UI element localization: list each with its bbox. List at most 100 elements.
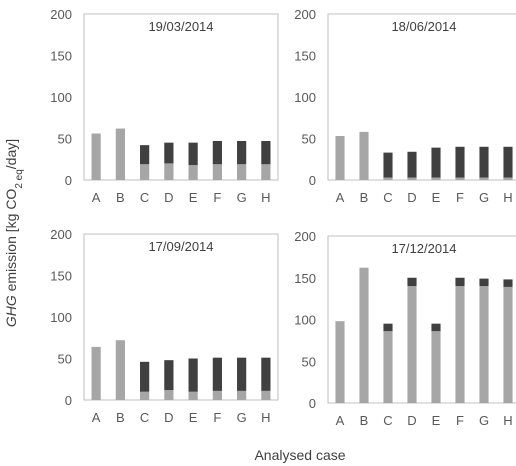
y-tick-label: 0 — [65, 173, 72, 188]
x-tick-label: C — [140, 410, 149, 425]
bar-segment-dark — [479, 146, 489, 178]
y-tick-label: 150 — [294, 271, 316, 286]
bar-segment-dark — [140, 361, 150, 392]
chart-panel: 0 50 100 150 200 18/06/2014 A B C D E F G H — [294, 7, 516, 205]
x-tick-label: A — [336, 413, 345, 428]
chart-panel: 0 50 100 150 200 19/03/2014 A B C D E F G H — [50, 7, 279, 205]
bar-segment-dark — [164, 142, 174, 164]
y-tick-label: 0 — [309, 173, 316, 188]
bar-segment-light — [164, 390, 174, 400]
y-axis-label: GHG emission [kg CO2 eq/day] — [3, 139, 25, 327]
x-tick-label: C — [140, 190, 149, 205]
bar-segment-light — [188, 165, 198, 180]
bar-segment-light — [383, 177, 393, 180]
x-tick-label: B — [360, 413, 369, 428]
bar-segment-light — [431, 177, 441, 180]
bar-segment-light — [164, 163, 174, 180]
x-tick-label: D — [407, 190, 416, 205]
bar-segment-dark — [237, 140, 247, 165]
x-tick-label: A — [92, 410, 101, 425]
bar-segment-light — [407, 177, 417, 180]
plot-frame — [327, 13, 516, 181]
y-tick-label: 100 — [50, 310, 72, 325]
x-tick-label: E — [432, 190, 441, 205]
plot-frame — [83, 13, 279, 181]
y-tick-label: 100 — [294, 90, 316, 105]
x-axis-label: Analysed case — [254, 447, 345, 463]
bar-segment-light — [115, 128, 125, 180]
y-axis-label-part: emission [kg CO — [3, 189, 19, 296]
bar-segment-light — [188, 391, 198, 400]
x-tick-label: F — [213, 410, 221, 425]
x-tick-label: A — [336, 190, 345, 205]
bar-segment-light — [91, 133, 101, 180]
panel-title: 19/03/2014 — [148, 19, 213, 34]
bar-segment-dark — [503, 279, 513, 287]
x-tick-label: A — [92, 190, 101, 205]
bar-segment-light — [212, 164, 222, 180]
bar-segment-light — [503, 286, 513, 403]
x-tick-label: D — [407, 413, 416, 428]
y-tick-label: 150 — [294, 49, 316, 64]
bar-segment-light — [91, 346, 101, 400]
y-tick-label: 150 — [50, 269, 72, 284]
bar-segment-light — [140, 391, 150, 400]
bar-segment-dark — [383, 323, 393, 332]
x-tick-label: E — [432, 413, 441, 428]
x-tick-label: D — [164, 190, 173, 205]
bar-segment-light — [359, 267, 369, 403]
bar-segment-dark — [261, 140, 271, 165]
bar-segment-light — [503, 177, 513, 180]
plot-frame — [83, 233, 279, 401]
y-tick-label: 0 — [65, 393, 72, 408]
x-tick-label: D — [164, 410, 173, 425]
x-tick-label: F — [456, 413, 464, 428]
x-tick-label: E — [189, 190, 198, 205]
bar-segment-light — [383, 331, 393, 403]
y-tick-label: 200 — [50, 7, 72, 22]
bar-segment-dark — [237, 357, 247, 391]
bar-segment-dark — [455, 277, 465, 287]
y-tick-label: 200 — [294, 229, 316, 244]
y-axis-label-part: GHG — [3, 295, 19, 327]
bar-segment-light — [212, 390, 222, 400]
x-tick-label: F — [213, 190, 221, 205]
x-tick-label: G — [479, 190, 489, 205]
panel-title: 18/06/2014 — [391, 19, 456, 34]
x-tick-label: C — [383, 190, 392, 205]
y-tick-label: 50 — [302, 132, 316, 147]
bar-segment-dark — [407, 277, 417, 287]
panel-title: 17/12/2014 — [391, 241, 456, 256]
bar-segment-light — [261, 390, 271, 400]
x-tick-label: G — [479, 413, 489, 428]
y-tick-label: 200 — [294, 7, 316, 22]
bar-segment-light — [335, 136, 345, 180]
y-tick-label: 50 — [58, 132, 72, 147]
bar-segment-light — [407, 286, 417, 403]
bar-segment-dark — [431, 147, 441, 178]
bar-segment-light — [359, 131, 369, 180]
x-tick-label: B — [116, 190, 125, 205]
bar-segment-light — [479, 177, 489, 180]
x-tick-label: G — [237, 190, 247, 205]
y-tick-label: 50 — [302, 354, 316, 369]
bar-segment-dark — [431, 323, 441, 332]
x-tick-label: C — [383, 413, 392, 428]
x-tick-label: H — [261, 190, 270, 205]
bar-segment-light — [479, 286, 489, 403]
bar-segment-light — [455, 286, 465, 403]
x-tick-label: H — [261, 410, 270, 425]
x-tick-label: E — [189, 410, 198, 425]
bar-segment-dark — [479, 278, 489, 287]
bar-segment-dark — [164, 360, 174, 391]
bar-segment-light — [335, 321, 345, 403]
chart-panel: 0 50 100 150 200 17/12/2014 A B C D E F G H — [294, 229, 516, 428]
bar-segment-dark — [212, 140, 222, 165]
y-tick-label: 100 — [294, 313, 316, 328]
y-axis-label-part: 2 eq — [14, 169, 25, 188]
bar-segment-light — [431, 331, 441, 403]
y-tick-label: 100 — [50, 90, 72, 105]
plot-frame — [327, 235, 516, 404]
y-tick-label: 0 — [309, 396, 316, 411]
x-tick-label: G — [237, 410, 247, 425]
